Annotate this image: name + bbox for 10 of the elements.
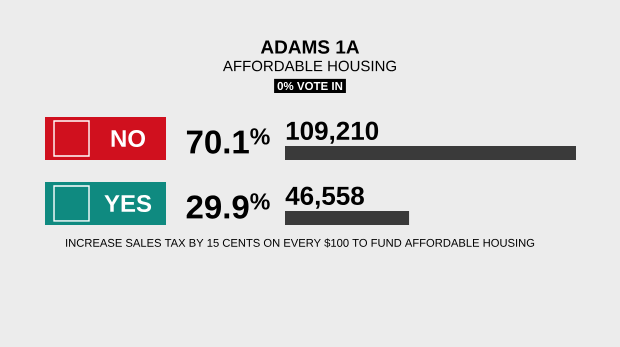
text: 0% VOTE IN [278,82,342,90]
y-tick-label: NO [112,130,145,147]
text: 29.9$^{%}$ [186,193,270,219]
data-label: 109,210 [286,122,378,144]
data-label: 46,558 [286,186,364,209]
text: INCREASE SALES TAX BY 15 CENTS ON EVERY $100 TO FUND AFFORDABLE HOUSING [66,238,534,248]
chart-subtitle: AFFORDABLE HOUSING [222,60,396,72]
chart-title: ADAMS 1A [260,40,360,54]
text: 70.1$^{%}$ [186,128,270,154]
y-tick-label: YES [104,195,152,212]
